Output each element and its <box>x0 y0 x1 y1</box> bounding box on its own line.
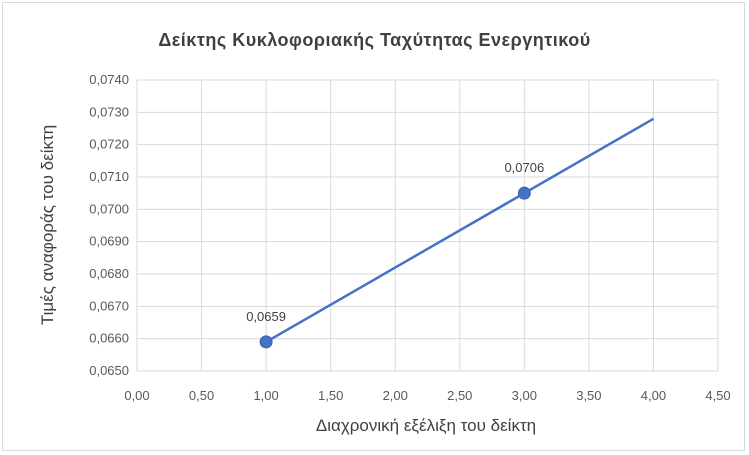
x-tick-label: 1,50 <box>318 388 343 403</box>
data-label: 0,0706 <box>504 160 544 175</box>
x-axis-ticks: 0,00 0,50 1,00 1,50 2,00 2,50 3,00 3,50 4,00 4,50 <box>124 388 730 403</box>
y-tick-label: 0,0690 <box>89 234 129 249</box>
y-tick-label: 0,0720 <box>89 137 129 152</box>
data-point <box>259 335 273 349</box>
chart-title: Δείκτης Κυκλοφοριακής Ταχύτητας Ενεργητι… <box>158 30 591 50</box>
x-tick-label: 0,00 <box>124 388 149 403</box>
x-tick-label: 1,00 <box>253 388 278 403</box>
x-tick-label: 3,00 <box>512 388 537 403</box>
x-tick-label: 2,50 <box>447 388 472 403</box>
chart-frame <box>2 2 745 451</box>
y-tick-label: 0,0710 <box>89 169 129 184</box>
x-tick-label: 4,00 <box>641 388 666 403</box>
y-axis-label: Τιμές αναφοράς του δείκτη <box>38 125 57 325</box>
x-tick-label: 2,00 <box>383 388 408 403</box>
trendline <box>265 117 655 343</box>
x-tick-label: 4,50 <box>705 388 730 403</box>
x-axis-label: Διαχρονική εξέλιξη του δείκτη <box>316 416 536 435</box>
y-tick-label: 0,0670 <box>89 298 129 313</box>
y-tick-label: 0,0700 <box>89 201 129 216</box>
grid-lines <box>136 79 719 372</box>
x-tick-label: 0,50 <box>189 388 214 403</box>
series-group: 0,0659 0,0706 <box>246 117 655 349</box>
y-tick-label: 0,0660 <box>89 331 129 346</box>
data-label: 0,0659 <box>246 309 286 324</box>
y-tick-label: 0,0740 <box>89 72 129 87</box>
y-axis-ticks: 0,0650 0,0660 0,0670 0,0680 0,0690 0,0700 0,07… <box>89 72 129 378</box>
x-tick-label: 3,50 <box>576 388 601 403</box>
data-point <box>517 186 531 200</box>
y-tick-label: 0,0650 <box>89 363 129 378</box>
y-tick-label: 0,0680 <box>89 266 129 281</box>
y-tick-label: 0,0730 <box>89 104 129 119</box>
